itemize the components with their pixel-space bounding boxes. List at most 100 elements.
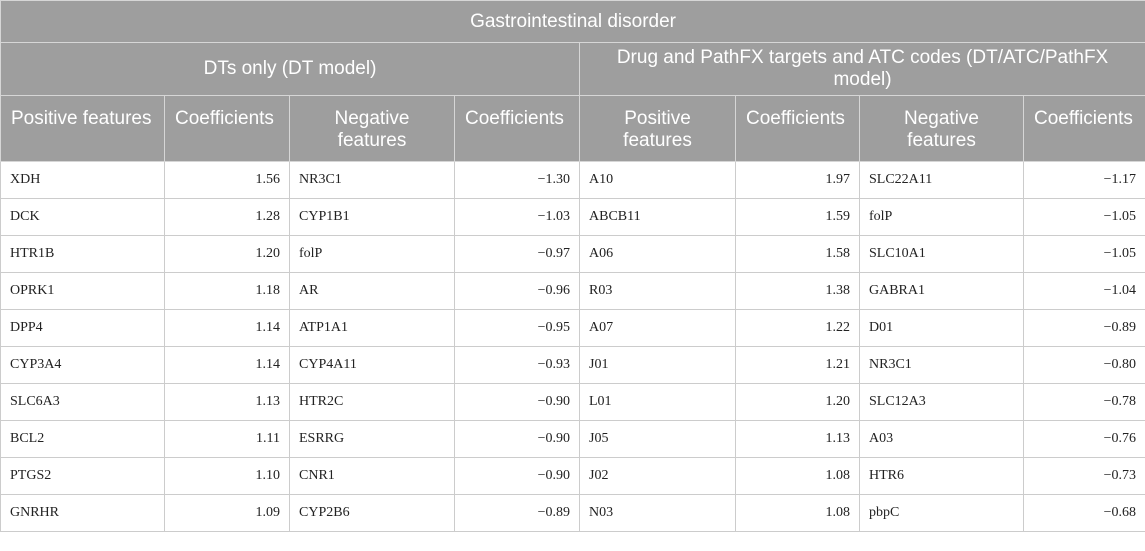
coefficient-cell: −1.17 bbox=[1022, 161, 1145, 199]
feature-cell: SLC22A11 bbox=[859, 161, 1024, 199]
table-row: GNRHR 1.09 CYP2B6 −0.89 N03 1.08 pbpC −0.68 bbox=[0, 494, 1145, 532]
table-row: DPP4 1.14 ATP1A1 −0.95 A07 1.22 D01 −0.89 bbox=[0, 309, 1145, 347]
coefficient-cell: −0.76 bbox=[1022, 420, 1145, 458]
table-row: SLC6A3 1.13 HTR2C −0.90 L01 1.20 SLC12A3 −0.78 bbox=[0, 383, 1145, 421]
feature-cell: J01 bbox=[579, 346, 736, 384]
coefficient-cell: 1.58 bbox=[735, 235, 860, 273]
feature-cell: CYP4A11 bbox=[289, 346, 455, 384]
table-title: Gastrointestinal disorder bbox=[0, 0, 1145, 43]
column-header: Coefficients bbox=[1022, 95, 1145, 162]
table-row: BCL2 1.11 ESRRG −0.90 J05 1.13 A03 −0.76 bbox=[0, 420, 1145, 458]
feature-cell: SLC10A1 bbox=[859, 235, 1024, 273]
coefficient-cell: 1.13 bbox=[164, 383, 290, 421]
feature-cell: XDH bbox=[0, 161, 165, 199]
feature-cell: R03 bbox=[579, 272, 736, 310]
coefficient-cell: −0.90 bbox=[454, 457, 580, 495]
feature-cell: GABRA1 bbox=[859, 272, 1024, 310]
coefficient-cell: −0.96 bbox=[454, 272, 580, 310]
feature-cell: folP bbox=[289, 235, 455, 273]
coefficient-cell: −1.05 bbox=[1022, 198, 1145, 236]
coefficient-cell: −1.03 bbox=[454, 198, 580, 236]
feature-cell: ESRRG bbox=[289, 420, 455, 458]
feature-cell: HTR1B bbox=[0, 235, 165, 273]
table-row: OPRK1 1.18 AR −0.96 R03 1.38 GABRA1 −1.04 bbox=[0, 272, 1145, 310]
feature-cell: HTR2C bbox=[289, 383, 455, 421]
coefficient-cell: 1.20 bbox=[735, 383, 860, 421]
feature-cell: J02 bbox=[579, 457, 736, 495]
coefficient-cell: 1.21 bbox=[735, 346, 860, 384]
coefficient-cell: −0.90 bbox=[454, 420, 580, 458]
feature-cell: ATP1A1 bbox=[289, 309, 455, 347]
coefficient-cell: −1.30 bbox=[454, 161, 580, 199]
feature-cell: A03 bbox=[859, 420, 1024, 458]
feature-cell: GNRHR bbox=[0, 494, 165, 532]
coefficient-cell: −1.05 bbox=[1022, 235, 1145, 273]
feature-cell: pbpC bbox=[859, 494, 1024, 532]
coefficient-cell: 1.22 bbox=[735, 309, 860, 347]
feature-cell: A07 bbox=[579, 309, 736, 347]
feature-cell: folP bbox=[859, 198, 1024, 236]
coefficient-cell: 1.08 bbox=[735, 494, 860, 532]
coefficient-cell: 1.59 bbox=[735, 198, 860, 236]
feature-cell: ABCB11 bbox=[579, 198, 736, 236]
feature-cell: NR3C1 bbox=[859, 346, 1024, 384]
feature-cell: DPP4 bbox=[0, 309, 165, 347]
coefficient-cell: −1.04 bbox=[1022, 272, 1145, 310]
feature-cell: CYP3A4 bbox=[0, 346, 165, 384]
coefficient-cell: 1.28 bbox=[164, 198, 290, 236]
coefficient-cell: −0.93 bbox=[454, 346, 580, 384]
coefficient-cell: −0.73 bbox=[1022, 457, 1145, 495]
coefficient-cell: 1.08 bbox=[735, 457, 860, 495]
feature-cell: CNR1 bbox=[289, 457, 455, 495]
table-row: DCK 1.28 CYP1B1 −1.03 ABCB11 1.59 folP −1.05 bbox=[0, 198, 1145, 236]
feature-cell: A10 bbox=[579, 161, 736, 199]
column-header: Coefficients bbox=[164, 95, 290, 162]
feature-cell: J05 bbox=[579, 420, 736, 458]
table-row: PTGS2 1.10 CNR1 −0.90 J02 1.08 HTR6 −0.73 bbox=[0, 457, 1145, 495]
feature-cell: CYP1B1 bbox=[289, 198, 455, 236]
column-header: Negative features bbox=[859, 95, 1024, 162]
feature-cell: HTR6 bbox=[859, 457, 1024, 495]
coefficient-cell: −0.89 bbox=[454, 494, 580, 532]
feature-cell: D01 bbox=[859, 309, 1024, 347]
column-header: Coefficients bbox=[735, 95, 860, 162]
feature-cell: BCL2 bbox=[0, 420, 165, 458]
features-table: Gastrointestinal disorder DTs only (DT m… bbox=[0, 0, 1145, 532]
table-body: XDH 1.56 NR3C1 −1.30 A10 1.97 SLC22A11 −1.17 DCK… bbox=[0, 161, 1145, 532]
feature-cell: PTGS2 bbox=[0, 457, 165, 495]
feature-cell: OPRK1 bbox=[0, 272, 165, 310]
coefficient-cell: 1.97 bbox=[735, 161, 860, 199]
feature-cell: SLC12A3 bbox=[859, 383, 1024, 421]
feature-cell: SLC6A3 bbox=[0, 383, 165, 421]
feature-cell: CYP2B6 bbox=[289, 494, 455, 532]
table-row: CYP3A4 1.14 CYP4A11 −0.93 J01 1.21 NR3C1 −0.80 bbox=[0, 346, 1145, 384]
column-header: Positive features bbox=[579, 95, 736, 162]
table-row: XDH 1.56 NR3C1 −1.30 A10 1.97 SLC22A11 −1.17 bbox=[0, 161, 1145, 199]
coefficient-cell: 1.14 bbox=[164, 309, 290, 347]
coefficient-cell: 1.14 bbox=[164, 346, 290, 384]
feature-cell: AR bbox=[289, 272, 455, 310]
coefficient-cell: −0.80 bbox=[1022, 346, 1145, 384]
column-header: Coefficients bbox=[454, 95, 580, 162]
coefficient-cell: 1.11 bbox=[164, 420, 290, 458]
group-header-dt-atc-pathfx-model: Drug and PathFX targets and ATC codes (D… bbox=[578, 42, 1145, 96]
coefficient-cell: −0.90 bbox=[454, 383, 580, 421]
feature-cell: NR3C1 bbox=[289, 161, 455, 199]
coefficient-cell: 1.10 bbox=[164, 457, 290, 495]
coefficient-cell: 1.20 bbox=[164, 235, 290, 273]
feature-cell: L01 bbox=[579, 383, 736, 421]
coefficient-cell: −0.97 bbox=[454, 235, 580, 273]
coefficient-cell: 1.56 bbox=[164, 161, 290, 199]
coefficient-cell: −0.95 bbox=[454, 309, 580, 347]
coefficient-cell: 1.38 bbox=[735, 272, 860, 310]
coefficient-cell: 1.13 bbox=[735, 420, 860, 458]
coefficient-cell: −0.78 bbox=[1022, 383, 1145, 421]
group-header-dt-model: DTs only (DT model) bbox=[0, 42, 580, 96]
feature-cell: N03 bbox=[579, 494, 736, 532]
coefficient-cell: −0.68 bbox=[1022, 494, 1145, 532]
table-row: HTR1B 1.20 folP −0.97 A06 1.58 SLC10A1 −1.05 bbox=[0, 235, 1145, 273]
column-header: Positive features bbox=[0, 95, 165, 162]
coefficient-cell: −0.89 bbox=[1022, 309, 1145, 347]
coefficient-cell: 1.18 bbox=[164, 272, 290, 310]
feature-cell: DCK bbox=[0, 198, 165, 236]
